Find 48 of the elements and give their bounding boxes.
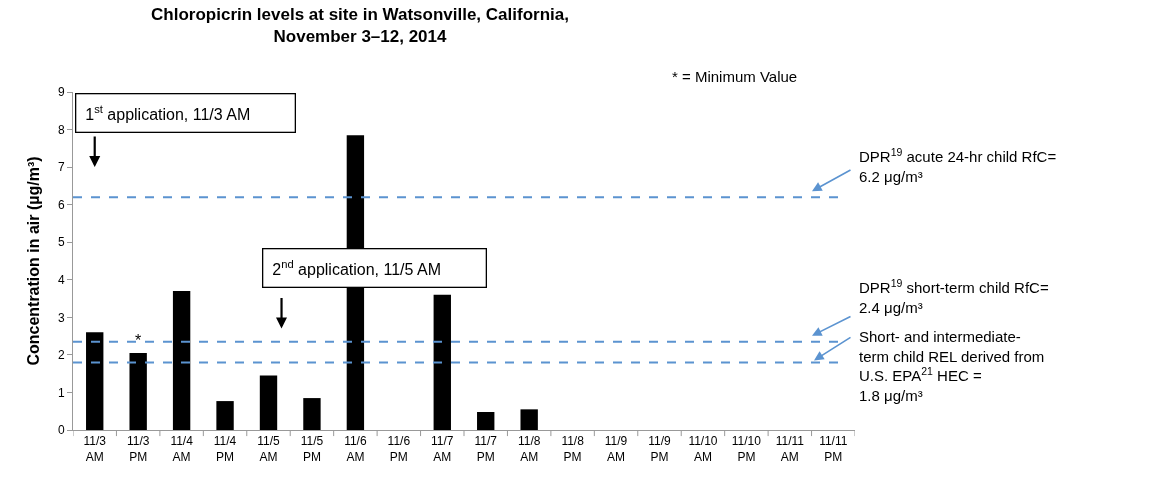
chart-title: Chloropicrin levels at site in Watsonville, California, November 3–12, 2014: [151, 5, 569, 47]
x-tick-label: 11/3 PM: [126, 434, 150, 464]
annotation: 1$^{st}$ application, 11/3 AM: [85, 103, 286, 124]
bar: [86, 332, 104, 430]
y-tick-label: 3: [57, 310, 65, 325]
y-axis-title: Concentration in air (µg/m³): [24, 156, 42, 366]
bar: [172, 291, 191, 430]
bar: [129, 353, 147, 430]
y-tick-label: 2: [57, 348, 65, 363]
x-tick-label: 11/10 AM: [688, 434, 718, 464]
x-tick-label: 11/3 AM: [83, 434, 107, 464]
bar: [477, 411, 495, 430]
x-tick-label: 11/4 PM: [213, 434, 237, 464]
x-tick-label: 11/11 AM: [775, 434, 805, 464]
x-tick-label: 11/10 PM: [731, 434, 762, 464]
x-tick-label: 11/7 AM: [431, 434, 454, 464]
bar: [303, 398, 321, 430]
x-tick-label: 11/8 PM: [561, 434, 585, 464]
y-tick-label: 7: [57, 160, 65, 175]
x-tick-label: 11/11 PM: [819, 434, 848, 464]
callout-box: 2$^{nd}$ application, 11/5 AM: [262, 248, 487, 288]
y-tick-label: 9: [57, 85, 65, 100]
ref-line-label: DPR$^{19}$ acute 24-hr child RfC= 6.2 μg/m³: [859, 146, 1057, 185]
ref-line-label: DPR$^{19}$ short-term child RfC= 2.4 μg/m³: [859, 277, 1049, 316]
bar: [216, 401, 234, 430]
annotation: 2$^{nd}$ application, 11/5 AM: [272, 258, 477, 279]
x-tick-label: 11/4 AM: [170, 434, 194, 464]
annotation: *: [135, 332, 142, 349]
x-tick-label: 11/5 PM: [300, 434, 324, 464]
y-tick-label: 4: [57, 272, 65, 287]
y-tick-label: 5: [57, 235, 65, 250]
bar: [520, 409, 538, 430]
y-tick-label: 8: [57, 122, 65, 137]
bar: [259, 375, 278, 430]
x-tick-label: 11/6 AM: [344, 434, 367, 464]
callout-box: 1$^{st}$ application, 11/3 AM: [75, 93, 296, 133]
y-tick-label: 0: [57, 423, 65, 438]
x-tick-label: 11/5 AM: [257, 434, 281, 464]
x-tick-label: 11/7 PM: [474, 434, 498, 464]
x-tick-label: 11/6 PM: [387, 434, 411, 464]
bar: [433, 294, 451, 430]
ref-line-label: Short- and intermediate- term child REL derived from U.S. EPA$^{21}$ HEC = 1.8 μg/m³: [859, 328, 1045, 404]
text: * = Minimum Value: [672, 68, 798, 85]
y-tick-label: 1: [57, 385, 65, 400]
y-tick-label: 6: [57, 197, 65, 212]
x-tick-label: 11/9 PM: [648, 434, 672, 464]
x-tick-label: 11/8 AM: [517, 434, 541, 464]
x-tick-label: 11/9 AM: [604, 434, 628, 464]
